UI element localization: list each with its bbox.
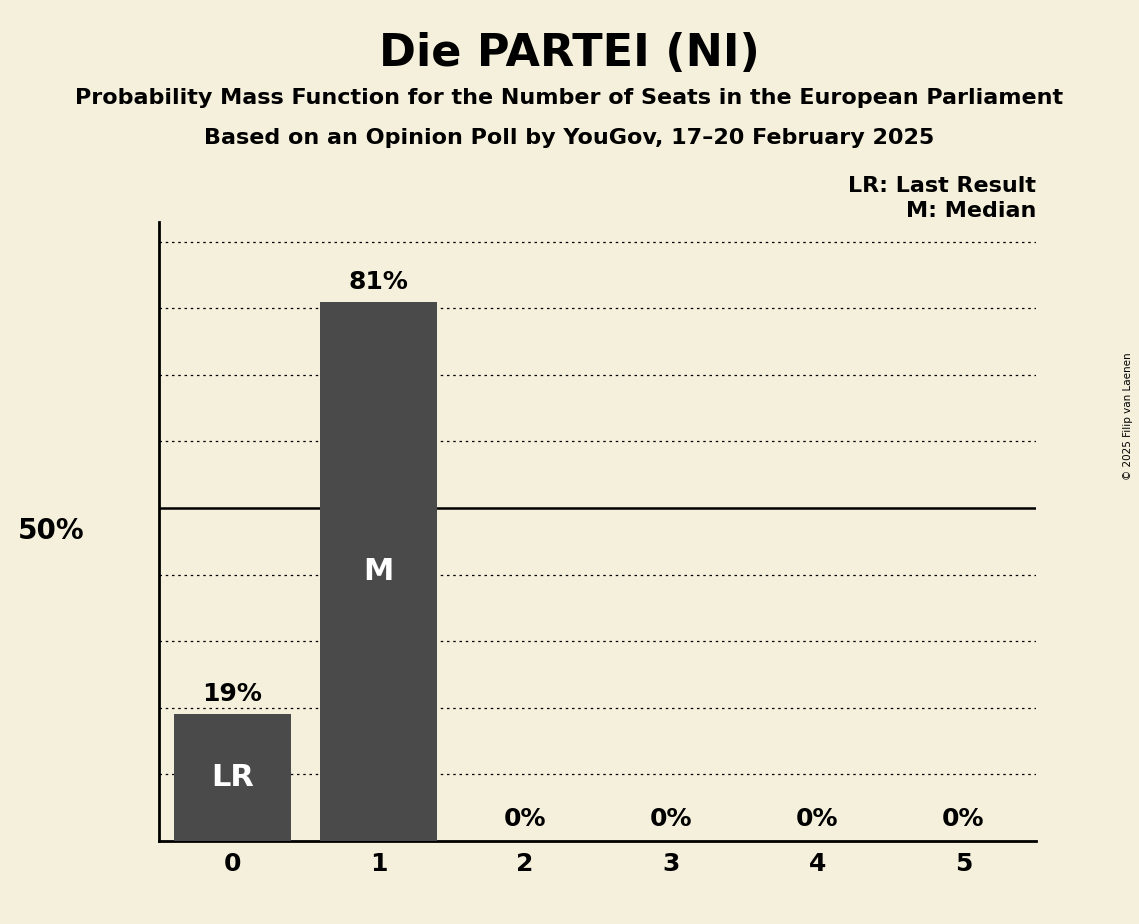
Text: Based on an Opinion Poll by YouGov, 17–20 February 2025: Based on an Opinion Poll by YouGov, 17–2… — [204, 128, 935, 148]
Text: 0%: 0% — [503, 807, 546, 831]
Text: 19%: 19% — [203, 682, 262, 706]
Text: 0%: 0% — [796, 807, 838, 831]
Text: 81%: 81% — [349, 270, 409, 294]
Text: M: M — [363, 557, 394, 586]
Text: M: Median: M: Median — [907, 201, 1036, 222]
Text: Probability Mass Function for the Number of Seats in the European Parliament: Probability Mass Function for the Number… — [75, 88, 1064, 108]
Text: LR: Last Result: LR: Last Result — [849, 176, 1036, 196]
Text: LR: LR — [211, 763, 254, 792]
Text: 50%: 50% — [18, 517, 85, 545]
Bar — [320, 301, 437, 841]
Text: 0%: 0% — [650, 807, 693, 831]
Text: © 2025 Filip van Laenen: © 2025 Filip van Laenen — [1123, 352, 1133, 480]
Text: Die PARTEI (NI): Die PARTEI (NI) — [379, 32, 760, 76]
Text: 0%: 0% — [942, 807, 984, 831]
Bar — [174, 714, 292, 841]
